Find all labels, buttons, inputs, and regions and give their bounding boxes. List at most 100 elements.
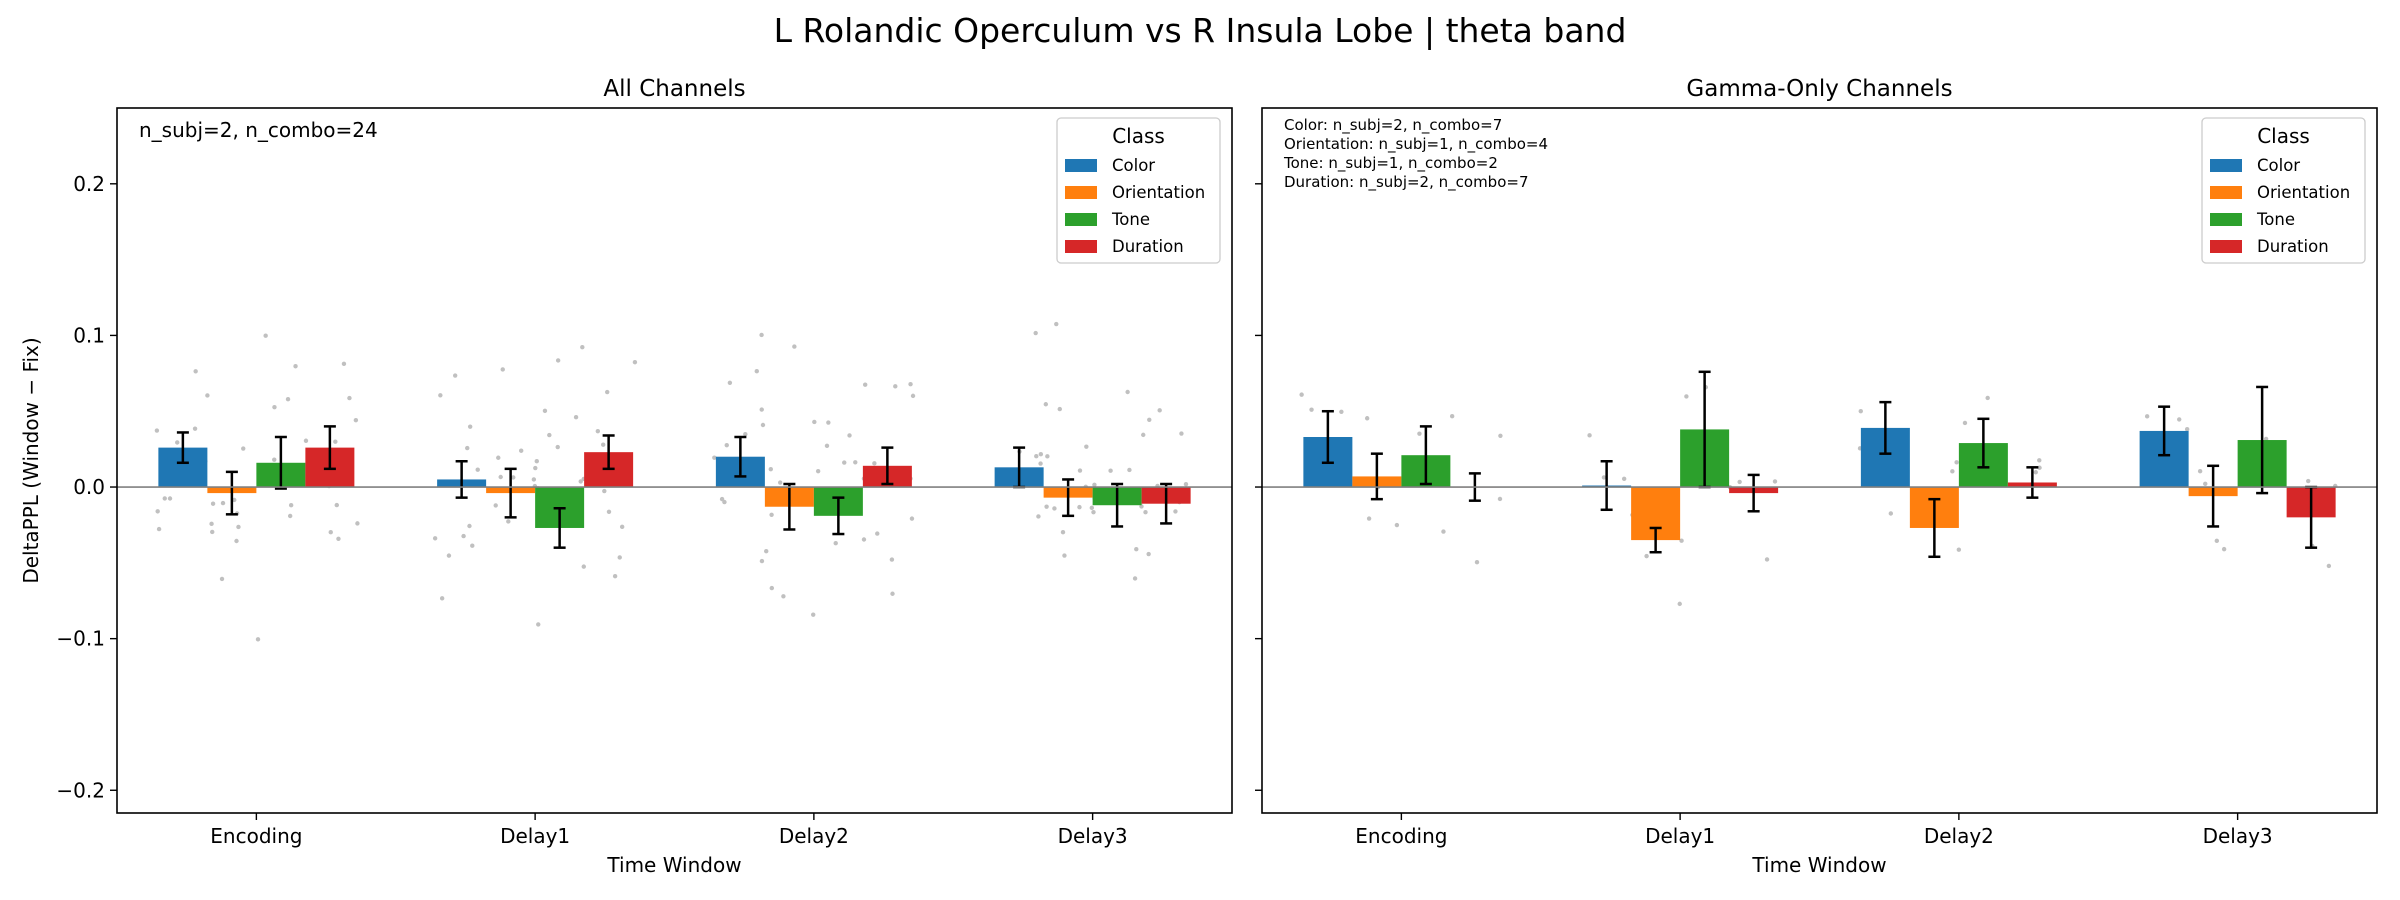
jitter-point [1677,601,1682,607]
plot-area [117,108,1232,813]
jitter-point [1060,529,1066,535]
jitter-point [555,444,560,450]
panel-annotation: Tone: n_subj=1, n_combo=2 [1283,154,1498,173]
jitter-point [334,502,339,508]
jitter-point [824,443,830,449]
jitter-point [1950,469,1955,474]
jitter-point [498,474,503,480]
jitter-point [1054,321,1059,327]
jitter-point [1299,392,1304,397]
jitter-point [1108,468,1113,473]
jitter-point [595,428,601,434]
jitter-point [769,512,774,518]
jitter-point [432,536,438,541]
jitter-point [719,496,725,502]
jitter-point [605,389,610,395]
x-tick-label: Delay3 [2203,824,2273,848]
x-tick-label: Delay3 [1058,824,1128,848]
jitter-point [1077,468,1083,473]
jitter-point [533,465,538,471]
jitter-point [601,442,606,447]
jitter-point [606,509,612,515]
jitter-point [470,543,475,548]
panel-annotation: Orientation: n_subj=1, n_combo=4 [1284,135,1548,154]
jitter-point [1449,414,1455,419]
legend-title: Class [2257,124,2310,148]
plot-frame [1261,107,2378,814]
x-tick-label: Encoding [1355,824,1447,848]
jitter-point [341,361,347,367]
jitter-point [467,523,472,529]
jitter-point [712,455,717,460]
jitter-point [842,460,847,465]
jitter-point [210,501,216,506]
jitter-point [1684,394,1689,399]
jitter-point [781,594,786,599]
jitter-point [1077,504,1082,510]
legend-swatch-duration [1065,240,1097,253]
jitter-point [759,407,764,412]
jitter-point [2306,478,2311,484]
jitter-point [862,382,868,387]
x-tick-label: Delay1 [500,824,570,848]
jitter-point [861,537,867,542]
jitter-point [760,422,766,428]
jitter-point [908,381,913,387]
jitter-point [534,459,539,464]
jitter-point [1034,454,1039,459]
jitter-point [1146,551,1151,557]
y-tick-label: 0.1 [73,323,105,347]
error-bar [2026,466,2039,499]
jitter-point [1888,511,1894,516]
legend-label: Tone [1111,210,1150,229]
jitter-point [910,393,916,399]
jitter-point [542,408,548,414]
jitter-point [519,448,524,453]
jitter-point [465,445,470,451]
jitter-point [1858,408,1863,414]
jitter-point [743,432,748,437]
jitter-point [328,530,333,535]
jitter-point [1394,522,1400,528]
jitter-point [2203,481,2208,487]
jitter-point [1084,444,1089,449]
jitter-point [156,526,162,532]
jitter-point [287,513,293,519]
jitter-point [193,369,198,374]
error-bar [1321,409,1334,465]
panel-annotation: Duration: n_subj=2, n_combo=7 [1284,173,1529,192]
jitter-point [632,359,638,365]
x-axis-label: Time Window [606,853,741,877]
jitter-point [506,519,511,524]
jitter-point [1737,479,1742,485]
jitter-point [826,420,831,425]
jitter-point [724,442,729,448]
jitter-point [890,591,895,596]
error-bar [1600,460,1613,512]
panel-annotation: n_subj=2, n_combo=24 [139,118,378,142]
jitter-point [1179,431,1184,436]
jitter-point [1089,505,1095,511]
jitter-point [1441,529,1446,534]
legend-swatch-color [1065,159,1097,172]
chart-panel-2: Gamma-Only Channels Encoding Delay1 Delay2 D… [1255,76,2378,877]
jitter-point [1772,479,1778,484]
jitter-point [536,622,541,627]
jitter-point [285,396,291,402]
jitter-point [1033,330,1038,336]
jitter-point [500,367,505,372]
jitter-point [2184,427,2190,432]
legend-box [2201,117,2366,264]
error-bar [1747,473,1760,513]
jitter-point [811,612,816,617]
error-bar [734,435,747,478]
jitter-point [875,531,880,536]
error-bar [1062,478,1075,518]
jitter-point [467,424,473,429]
jitter-point [1092,482,1097,487]
jitter-point [272,404,277,410]
jitter-point [439,596,445,601]
jitter-point [1043,402,1049,407]
error-bar [176,431,189,465]
legend-label: Orientation [2257,183,2350,202]
